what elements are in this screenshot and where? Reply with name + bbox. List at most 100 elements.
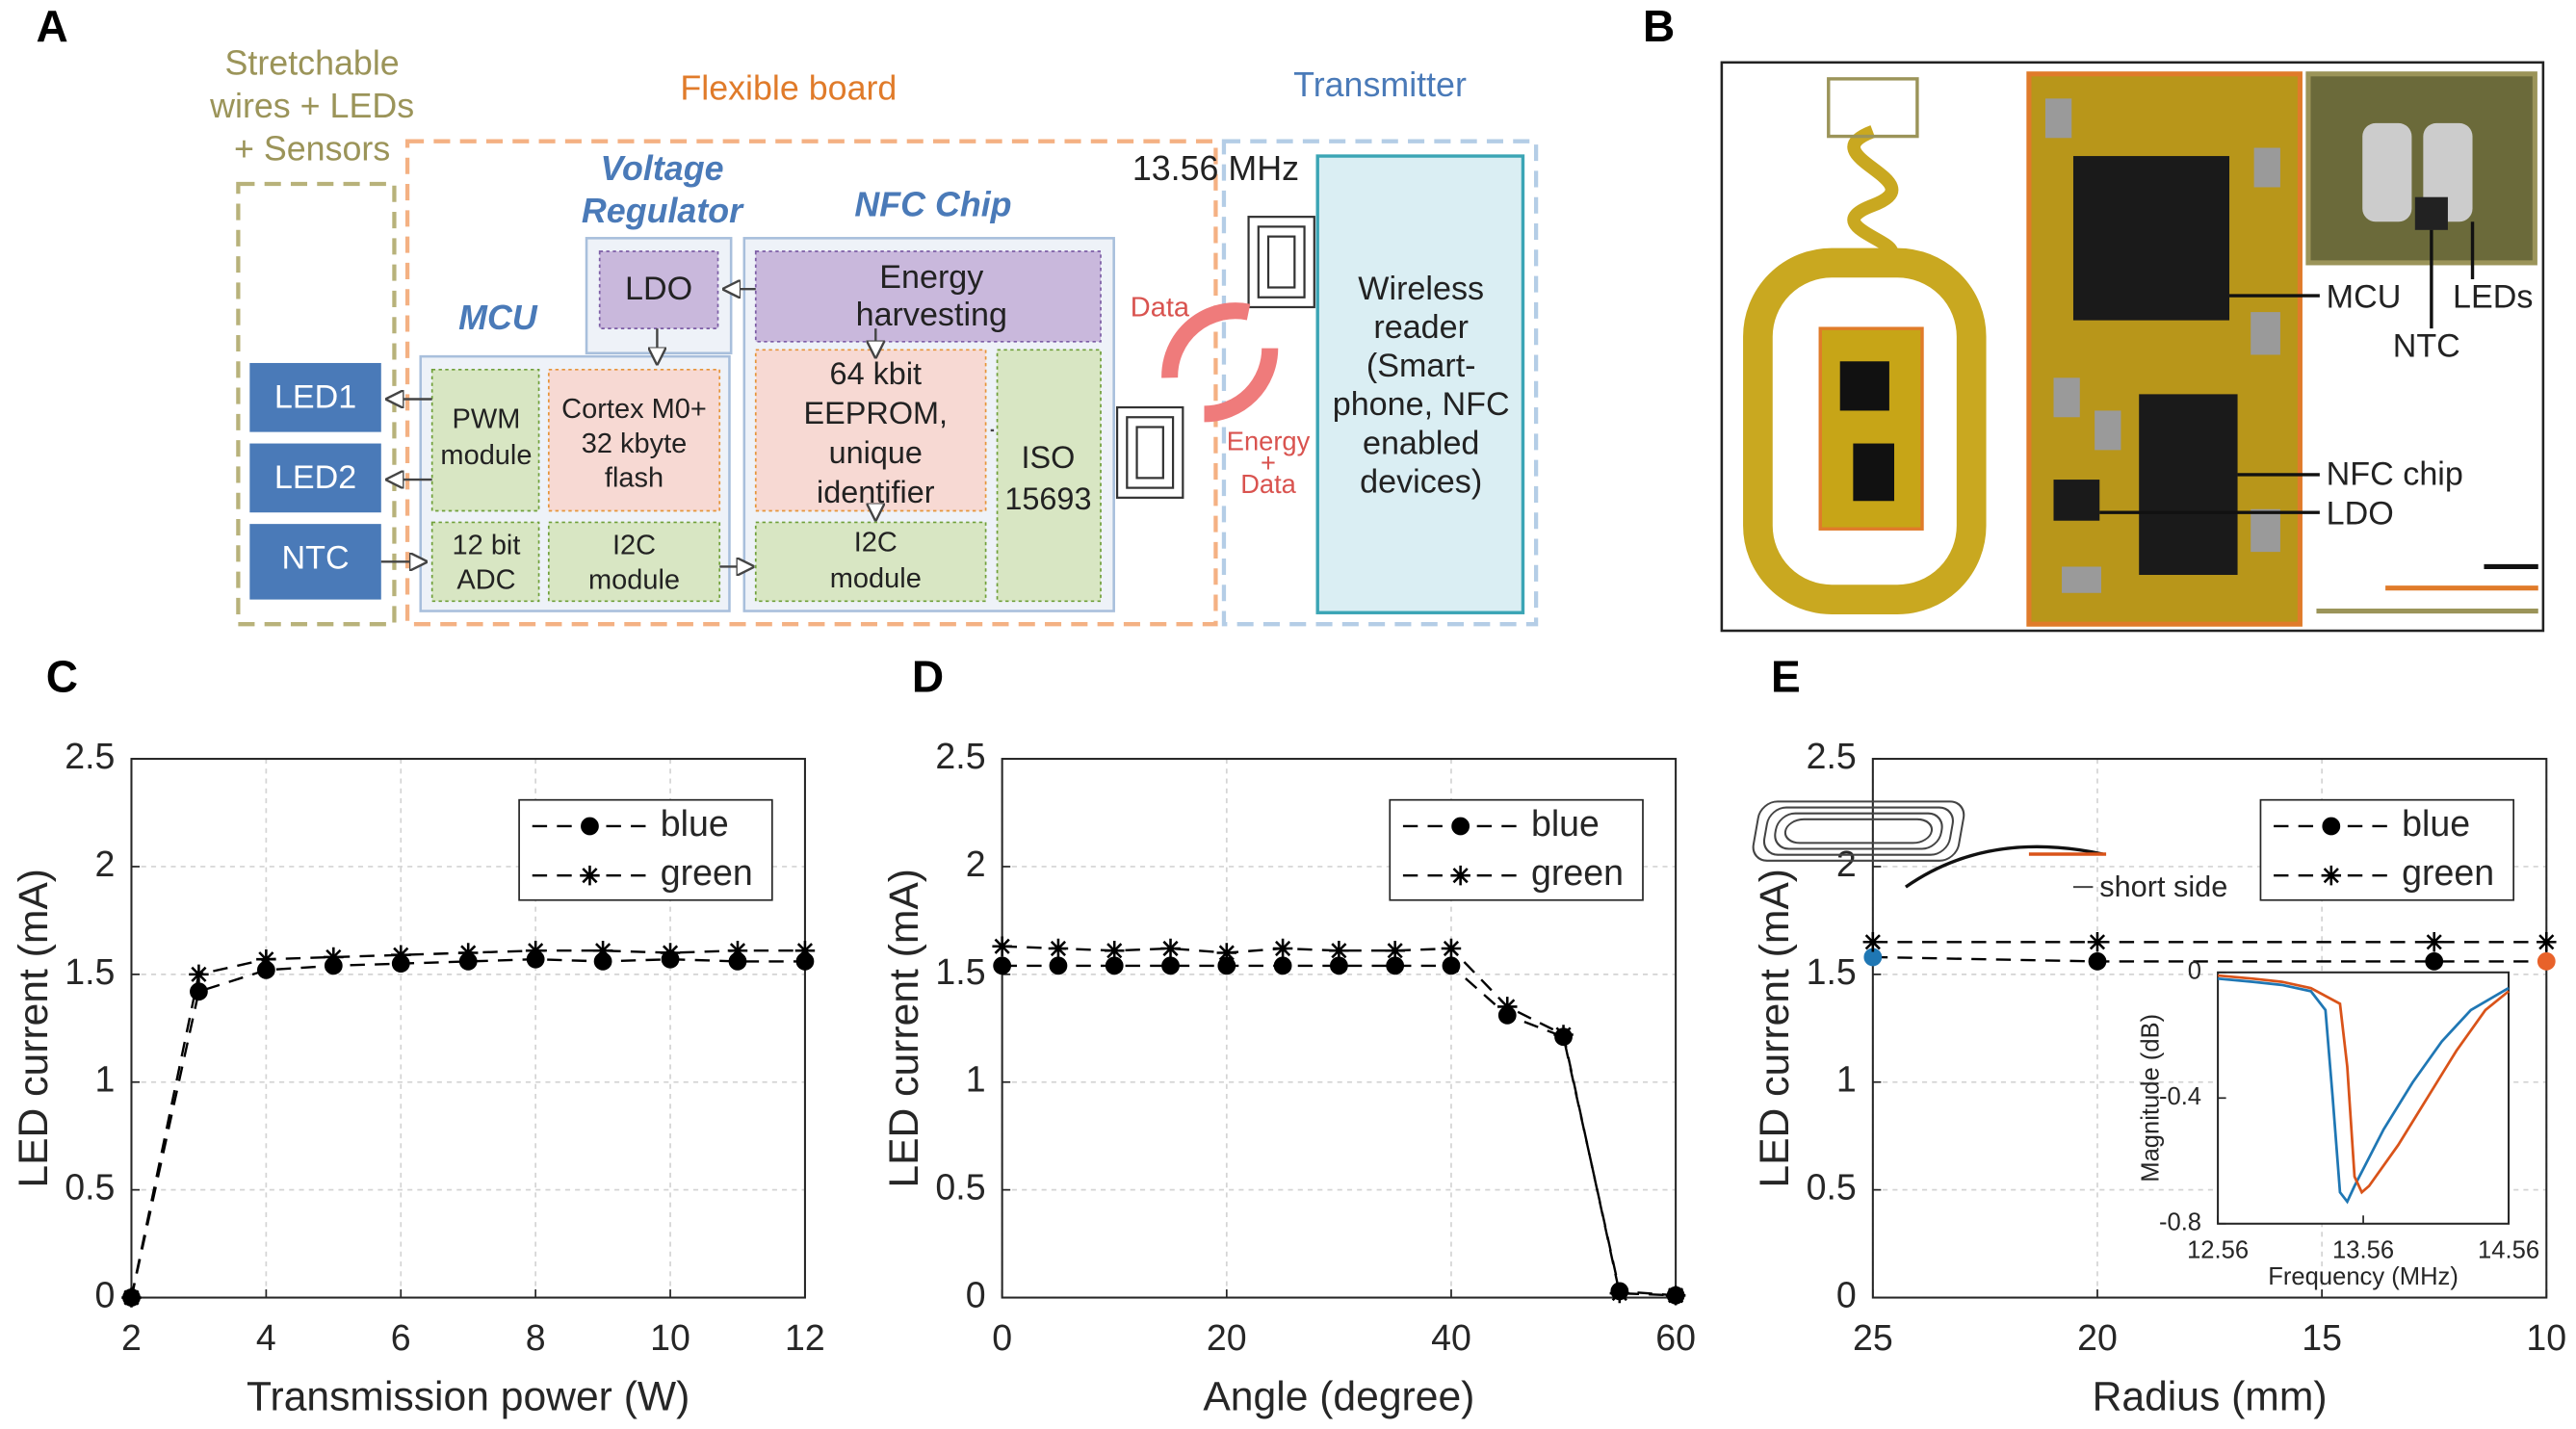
adc-box	[430, 521, 540, 603]
arc	[1904, 844, 2104, 889]
photo-label: NTC	[2393, 328, 2460, 365]
data-point	[727, 940, 748, 961]
data-point	[121, 1287, 142, 1308]
data-point	[2425, 952, 2444, 971]
diagram-label: 15693	[1004, 481, 1091, 516]
harvest-box	[754, 250, 1102, 343]
data-point	[189, 964, 209, 985]
data-point	[525, 940, 546, 961]
x-tick-label: 13.56	[2332, 1237, 2394, 1264]
iso-box	[996, 349, 1102, 603]
x-axis-label: Transmission power (W)	[247, 1374, 690, 1420]
x-axis-label: Radius (mm)	[2093, 1374, 2328, 1420]
x-tick-label: 40	[1431, 1317, 1471, 1358]
diagram-label: devices)	[1360, 463, 1482, 500]
axes: 0 0.5 1 1.5 2 2.5 0 20 40 60 Angle (degree) LED cur…	[881, 736, 1696, 1420]
y-tick-label: 2.5	[1807, 736, 1857, 776]
legend-marker	[1450, 865, 1470, 886]
legend-box	[1389, 798, 1644, 901]
axes-frame	[2217, 971, 2511, 1225]
data-point	[1553, 1025, 1574, 1045]
axes: 0 0.5 1 1.5 2 2.5 2 4 6 8 10 12 Transmission power (…	[11, 736, 825, 1420]
axes-frame	[1001, 758, 1678, 1299]
diagram-label: 12 bit	[453, 531, 521, 561]
data-point	[2424, 932, 2444, 952]
x-tick-label: 12.56	[2187, 1237, 2249, 1264]
legend-label: blue	[661, 803, 729, 844]
x-tick-label: 20	[2077, 1317, 2118, 1358]
diagram-label: reader	[1373, 309, 1469, 346]
output-label: LED1	[274, 379, 356, 416]
x-tick-label: 20	[1207, 1317, 1247, 1358]
diagram-label: PWM	[453, 403, 521, 434]
y-tick-label: -0.8	[2159, 1209, 2201, 1236]
diagram-label: I2C	[854, 527, 898, 558]
y-tick-label: 1	[966, 1059, 986, 1100]
photo-label: NFC chip	[2327, 456, 2463, 493]
y-tick-label: 2	[966, 844, 986, 884]
diagram-label: ADC	[456, 564, 515, 595]
data-point	[1272, 938, 1293, 959]
data-point	[1048, 938, 1069, 959]
energy-arrow	[1204, 348, 1279, 423]
data-point	[1273, 956, 1292, 975]
coil-turn	[1783, 818, 1934, 844]
data-point	[2537, 932, 2557, 952]
diagram-label: flash	[605, 463, 664, 494]
y-axis-label: Magnitude (dB)	[2138, 1014, 2165, 1182]
legend-label: green	[2402, 852, 2494, 893]
diagram-label: + Sensors	[234, 129, 390, 168]
x-tick-label: 0	[992, 1317, 1012, 1358]
data-point	[993, 956, 1012, 975]
ntc-box	[249, 524, 381, 600]
data-point	[1104, 940, 1125, 961]
y-tick-label: 2	[95, 844, 116, 884]
legend-marker	[2322, 817, 2341, 836]
diagram-label: NFC Chip	[854, 185, 1011, 223]
diagram-label: EEPROM,	[804, 396, 948, 430]
photo	[1720, 61, 2545, 633]
reader-box	[1315, 154, 1525, 614]
led1-box	[249, 362, 381, 432]
panel-label: A	[37, 1, 68, 51]
series-line	[2217, 976, 2510, 1205]
x-tick-label: 12	[785, 1317, 825, 1358]
diagram-label: (Smart-	[1366, 348, 1476, 384]
coil-turn	[1752, 800, 1965, 862]
data-point	[1049, 956, 1068, 975]
data-point	[1862, 932, 1884, 952]
y-tick-label: 0.5	[65, 1167, 115, 1208]
output-label: LED2	[274, 459, 356, 496]
legend-label: green	[661, 852, 753, 893]
board-box	[404, 139, 1218, 627]
nfc-i2c-box	[754, 521, 987, 603]
data-point	[660, 943, 681, 963]
cortex-box	[547, 368, 721, 512]
coil-turn	[1762, 806, 1954, 856]
data-point	[592, 940, 613, 961]
data-arrow	[1161, 302, 1251, 378]
y-tick-label: 2.5	[65, 736, 115, 776]
x-tick-label: 6	[391, 1317, 411, 1358]
diagram-label: I2C	[612, 531, 656, 561]
x-tick-label: 25	[1853, 1317, 1893, 1358]
diagram-label: Data	[1131, 292, 1190, 323]
pwm-box	[430, 368, 540, 512]
x-tick-label: 10	[650, 1317, 690, 1358]
data-point	[256, 948, 276, 970]
legend-label: blue	[1531, 803, 1600, 844]
axes-frame	[1871, 758, 2548, 1299]
x-axis-label: Angle (degree)	[1203, 1374, 1474, 1420]
diagram-label: Wireless	[1358, 271, 1484, 307]
y-tick-label: 2	[1836, 844, 1857, 884]
y-tick-label: 0	[966, 1274, 986, 1314]
diagram-label: Data	[1240, 469, 1296, 499]
coil-icon	[1752, 800, 2107, 889]
y-tick-label: 0	[95, 1274, 116, 1314]
diagram-label: module	[588, 564, 680, 595]
data-point	[1497, 997, 1518, 1017]
output-label: NTC	[281, 540, 349, 577]
y-tick-label: 1.5	[1807, 951, 1857, 992]
data-point	[794, 940, 816, 961]
